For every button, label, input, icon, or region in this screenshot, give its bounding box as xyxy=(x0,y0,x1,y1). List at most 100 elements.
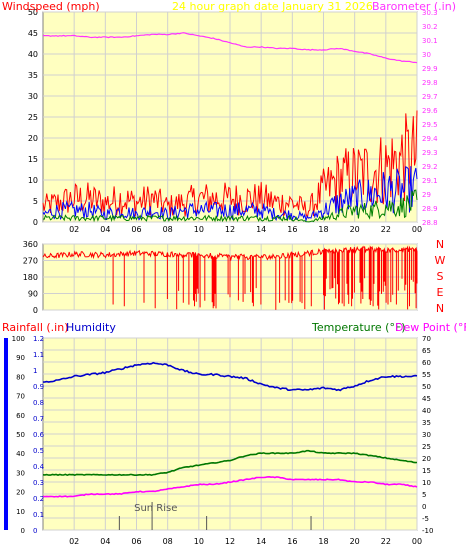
y-tick-label: 0.1 xyxy=(33,511,44,519)
y-tick-label: 40 xyxy=(16,450,25,458)
y-tick-label: 100 xyxy=(12,335,25,343)
temp-panel-grid xyxy=(43,337,418,531)
windspeed-axis-label: Windspeed (mph) xyxy=(2,0,100,13)
dewpoint-line xyxy=(42,475,418,498)
y-tick-label: 30 xyxy=(422,431,431,439)
x-tick-label: 14 xyxy=(256,537,266,546)
y-tick-label: 29.4 xyxy=(422,135,438,143)
y-tick-label: 45 xyxy=(28,29,38,38)
humidity-axis-label: Humidity xyxy=(66,321,116,334)
y-tick-label: 28.8 xyxy=(422,219,438,227)
y-tick-label: 29.7 xyxy=(422,93,438,101)
x-tick-label: 18 xyxy=(318,537,328,546)
x-tick-label: 06 xyxy=(131,537,141,546)
x-tick-label: 08 xyxy=(163,537,173,546)
y-tick-label: 30 xyxy=(422,51,431,59)
y-tick-label: 25 xyxy=(422,443,431,451)
rainfall-ticks: 0 0.1 0.2 0.3 0.4 0.5 0.6 0.7 0.8 0.9 1 1.1 1.2 xyxy=(33,335,45,535)
y-tick-label: 0.9 xyxy=(33,383,44,391)
y-tick-label: 55 xyxy=(422,371,431,379)
y-tick-label: 0 xyxy=(422,503,426,511)
compass-label: S xyxy=(437,270,444,283)
sunrise-annotation: Sun Rise xyxy=(134,503,177,514)
barometer-axis-label: Barometer (.in) xyxy=(372,0,456,13)
temperature-ticks: -10 -5 0 5 10 15 20 25 30 35 40 45 50 55 60 65 70 xyxy=(422,335,433,535)
x-tick-label: 12 xyxy=(225,225,235,234)
wind-direction-line xyxy=(42,245,418,310)
y-tick-label: 35 xyxy=(28,71,38,80)
wind-gust-line xyxy=(42,110,418,219)
x-tick-label: 20 xyxy=(350,225,360,234)
y-tick-label: 270 xyxy=(23,257,38,266)
y-tick-label: 0 xyxy=(21,527,25,535)
compass-label: N xyxy=(436,302,444,315)
x-tick-label: 22 xyxy=(381,537,391,546)
y-tick-label: -10 xyxy=(422,527,433,535)
wind-panel-marks xyxy=(42,32,418,223)
y-tick-label: 45 xyxy=(422,395,431,403)
y-tick-label: 10 xyxy=(422,479,431,487)
dewpoint-axis-label: Dew Point (°F) xyxy=(395,321,466,334)
x-tick-label: 04 xyxy=(100,537,110,546)
temperature-line xyxy=(42,449,418,477)
y-tick-label: 30 xyxy=(28,92,38,101)
x-tick-label: 18 xyxy=(318,225,328,234)
y-tick-label: 29.3 xyxy=(422,149,438,157)
x-tick-label: 22 xyxy=(381,225,391,234)
y-tick-label: -5 xyxy=(422,515,429,523)
compass-label: E xyxy=(437,286,444,299)
y-tick-label: 60 xyxy=(422,359,431,367)
y-tick-label: 30 xyxy=(16,469,25,477)
y-tick-label: 180 xyxy=(23,273,38,282)
y-tick-label: 29 xyxy=(422,191,431,199)
y-tick-label: 30.2 xyxy=(422,23,438,31)
y-tick-label: 5 xyxy=(422,491,426,499)
y-tick-label: 70 xyxy=(422,335,431,343)
y-tick-label: 40 xyxy=(422,407,431,415)
y-tick-label: 0 xyxy=(33,527,37,535)
y-tick-label: 0 xyxy=(33,306,38,315)
y-tick-label: 0.3 xyxy=(33,479,44,487)
direction-panel-marks xyxy=(42,245,418,310)
y-tick-label: 0.7 xyxy=(33,415,44,423)
temp-panel-x-ticks: 02 04 06 08 10 12 14 16 18 20 22 00 xyxy=(69,537,422,546)
compass-label: W xyxy=(435,254,446,267)
y-tick-label: 65 xyxy=(422,347,431,355)
y-tick-label: 29.8 xyxy=(422,79,438,87)
y-tick-label: 20 xyxy=(28,134,38,143)
rainfall-axis-label: Rainfall (.in) xyxy=(2,321,69,334)
y-tick-label: 0.5 xyxy=(33,447,44,455)
barometer-line xyxy=(42,32,418,64)
y-tick-label: 0.8 xyxy=(33,399,44,407)
y-tick-label: 0.6 xyxy=(33,431,45,439)
y-tick-label: 50 xyxy=(28,8,38,17)
temp-panel-marks xyxy=(42,361,418,530)
y-tick-label: 50 xyxy=(422,383,431,391)
y-tick-label: 90 xyxy=(28,290,38,299)
wind-panel-x-ticks: 02 04 06 08 10 12 14 16 18 20 22 00 xyxy=(69,225,422,234)
humidity-ticks: 0 10 20 30 40 50 60 70 80 90 100 xyxy=(12,335,25,535)
y-tick-label: 70 xyxy=(16,393,25,401)
humidity-line xyxy=(42,361,418,392)
y-tick-label: 80 xyxy=(16,373,25,381)
y-tick-label: 40 xyxy=(28,50,38,59)
y-tick-label: 29.5 xyxy=(422,121,438,129)
x-tick-label: 06 xyxy=(131,225,141,234)
x-tick-label: 16 xyxy=(287,225,297,234)
y-tick-label: 35 xyxy=(422,419,431,427)
rainfall-scale-bar xyxy=(4,338,8,530)
y-tick-label: 360 xyxy=(23,240,38,249)
y-tick-label: 5 xyxy=(33,197,38,206)
x-tick-label: 02 xyxy=(69,537,79,546)
chart-title: 24 hour graph date January 31 2026 xyxy=(172,0,373,13)
y-tick-label: 29.9 xyxy=(422,65,438,73)
x-tick-label: 10 xyxy=(194,537,204,546)
x-tick-label: 04 xyxy=(100,225,110,234)
y-tick-label: 29.1 xyxy=(422,177,438,185)
y-tick-label: 1.1 xyxy=(33,351,44,359)
direction-panel-y-ticks: 0 90 180 270 360 xyxy=(23,240,38,315)
y-tick-label: 29.2 xyxy=(422,163,438,171)
